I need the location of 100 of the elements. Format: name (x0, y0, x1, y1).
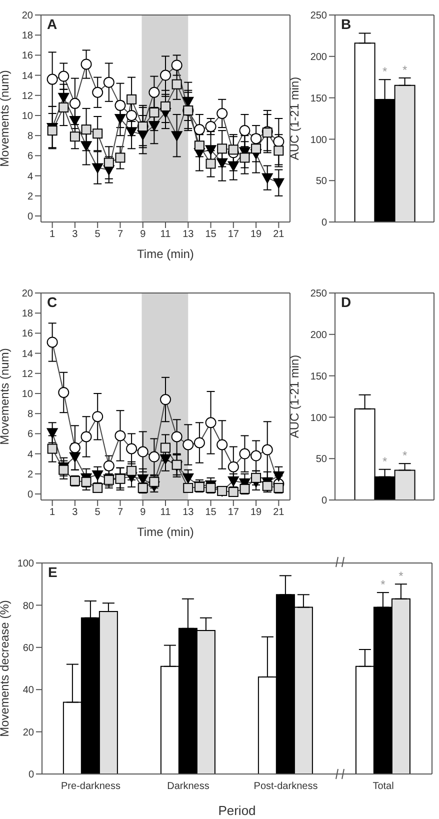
point (250, 450, 262, 462)
data-label: * (402, 62, 408, 77)
y-tick-label: 150 (310, 93, 328, 104)
point (182, 439, 194, 450)
x-tick-label: Total (372, 781, 394, 792)
y-tick-label: 6 (27, 429, 34, 440)
point (58, 102, 69, 112)
chart-title: E (48, 564, 58, 580)
y-tick-label: 14 (22, 70, 34, 82)
y-tick-label: 100 (310, 412, 328, 424)
y-axis-title: AUC (1-21 min) (287, 354, 302, 438)
y-tick-label: 8 (27, 131, 34, 142)
point (194, 140, 204, 151)
y-tick-label: 100 (310, 134, 328, 146)
x-tick-label: 17 (228, 507, 240, 518)
point (160, 442, 170, 453)
point (194, 437, 205, 448)
point (92, 482, 103, 493)
x-tick-label: Pre-darkness (61, 781, 120, 792)
chart-title: D (341, 294, 352, 310)
y-tick-label: 0 (321, 218, 328, 229)
y-axis-title: AUC (1-21 min) (287, 76, 302, 160)
point (80, 431, 92, 442)
point (46, 74, 58, 85)
point (114, 430, 126, 442)
point (81, 476, 92, 487)
x-tick-label: 15 (205, 507, 217, 518)
y-tick-label: 10 (22, 111, 34, 122)
point (250, 133, 262, 144)
point (58, 386, 70, 398)
point (160, 70, 171, 81)
y-tick-label: 12 (22, 90, 34, 102)
point (205, 145, 216, 156)
point (92, 470, 104, 480)
point (92, 411, 104, 422)
x-tick-label: 3 (72, 507, 78, 518)
point (228, 461, 239, 472)
point (80, 141, 92, 152)
point (217, 144, 228, 154)
point (92, 128, 103, 139)
point (206, 158, 216, 169)
point (206, 482, 216, 493)
point (251, 144, 262, 154)
x-axis-title: Time (min) (137, 525, 194, 539)
point (228, 161, 239, 172)
point (69, 442, 80, 454)
y-tick-label: 20 (22, 288, 34, 300)
x-tick-label: 15 (205, 229, 217, 240)
point (149, 107, 160, 118)
x-tick-label: 13 (182, 507, 194, 518)
y-tick-label: 60 (22, 642, 34, 654)
y-axis-title: Movements decrease (%) (0, 600, 12, 737)
y-tick-label: 200 (310, 52, 328, 63)
y-tick-label: 150 (310, 371, 328, 382)
y-tick-label: 6 (27, 151, 34, 162)
point (216, 158, 228, 168)
point (104, 158, 114, 168)
point (115, 152, 126, 163)
point (46, 336, 58, 348)
point (262, 444, 273, 456)
point (216, 108, 228, 119)
point (160, 101, 170, 112)
y-tick-label: 80 (22, 600, 34, 612)
point (205, 121, 216, 132)
point (183, 482, 194, 493)
point (160, 454, 171, 464)
point (92, 86, 104, 98)
chart-title: B (341, 16, 352, 32)
point (137, 446, 148, 458)
point (171, 131, 182, 142)
y-tick-label: 20 (22, 10, 34, 22)
point (92, 163, 104, 174)
point (182, 473, 194, 484)
point (114, 100, 126, 111)
x-tick-label: 5 (94, 507, 101, 518)
point (69, 116, 80, 126)
x-tick-label: Post-darkness (254, 781, 318, 792)
y-tick-label: 4 (27, 449, 34, 460)
point (239, 448, 250, 460)
x-tick-label: 21 (273, 507, 285, 518)
point (205, 417, 216, 428)
point (228, 144, 238, 155)
x-tick-label: 9 (140, 507, 146, 518)
data-label: * (380, 577, 386, 592)
data-label: * (382, 454, 388, 468)
x-tick-label: Darkness (167, 781, 210, 792)
point (47, 126, 58, 136)
point (58, 464, 69, 475)
x-axis-title: Time (min) (137, 247, 194, 261)
point (262, 173, 273, 184)
y-tick-label: 0 (27, 212, 34, 223)
point (274, 146, 284, 156)
x-tick-label: 21 (273, 229, 285, 240)
y-tick-label: 2 (27, 469, 34, 480)
point (171, 60, 182, 71)
x-tick-label: 3 (72, 229, 78, 240)
point (69, 98, 80, 109)
point (47, 444, 58, 454)
y-tick-label: 12 (22, 368, 34, 380)
point (160, 394, 171, 406)
